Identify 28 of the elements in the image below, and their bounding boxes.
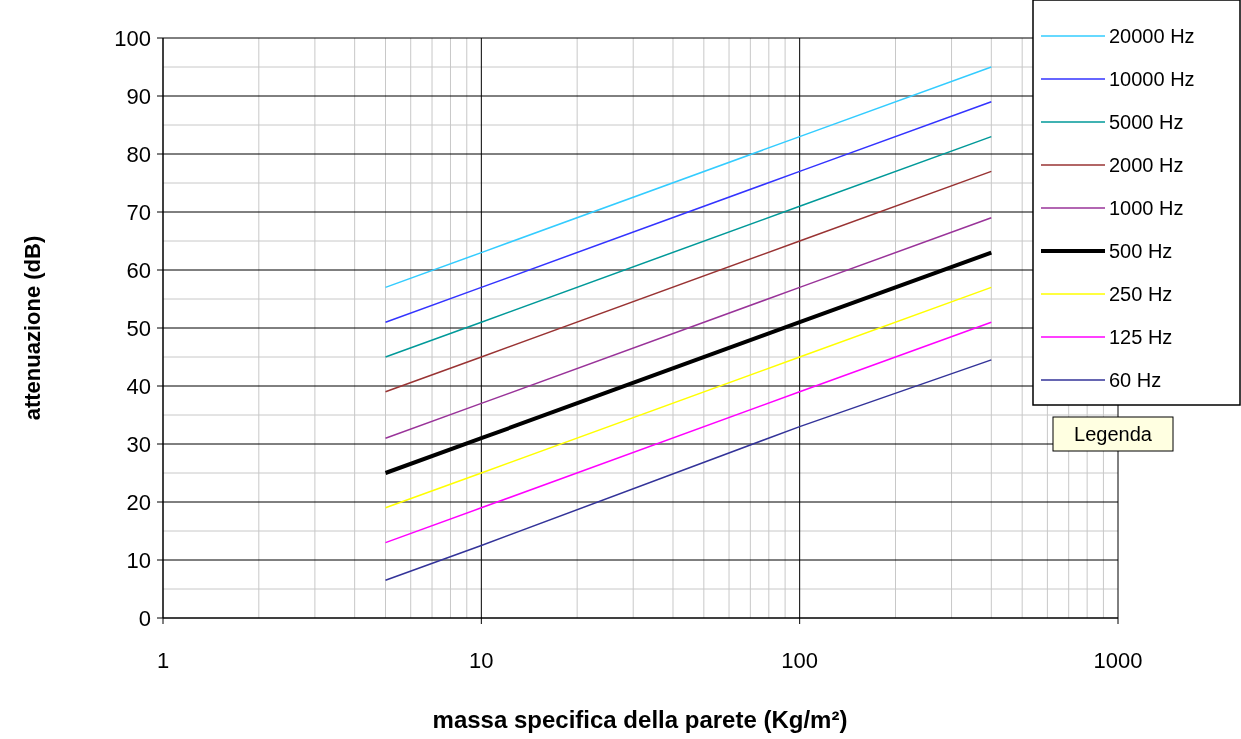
- y-tick-label: 70: [126, 199, 151, 225]
- legend-label: 125 Hz: [1109, 326, 1173, 348]
- y-tick-label: 20: [126, 489, 151, 515]
- legend-label: 2000 Hz: [1109, 154, 1184, 176]
- y-tick-label: 30: [126, 431, 151, 457]
- y-tick-label: 80: [126, 141, 151, 167]
- y-tick-label: 60: [126, 257, 151, 283]
- y-tick-label: 90: [126, 83, 151, 109]
- x-tick-label: 100: [781, 648, 819, 673]
- y-tick-label: 10: [126, 547, 151, 573]
- legend-label: 5000 Hz: [1109, 111, 1184, 133]
- legend-label: 500 Hz: [1109, 240, 1173, 262]
- y-tick-label: 0: [138, 605, 151, 631]
- legend-label: 20000 Hz: [1109, 25, 1195, 47]
- legend-label: 250 Hz: [1109, 283, 1173, 305]
- legend-label: 1000 Hz: [1109, 197, 1184, 219]
- legend-label: 10000 Hz: [1109, 68, 1195, 90]
- tooltip-box: Legenda: [1052, 416, 1174, 452]
- y-tick-label: 50: [126, 315, 151, 341]
- x-tick-label: 1000: [1093, 648, 1143, 673]
- y-axis-title: attenuazione (dB): [20, 235, 45, 421]
- annotation: Legenda: [1074, 423, 1153, 445]
- y-tick-label: 40: [126, 373, 151, 399]
- y-tick-label: 100: [114, 25, 151, 51]
- x-tick-label: 10: [469, 648, 494, 673]
- legend-label: 60 Hz: [1109, 369, 1162, 391]
- x-tick-label: 1: [156, 648, 170, 673]
- x-axis-title: massa specifica della parete (Kg/m²): [432, 706, 848, 733]
